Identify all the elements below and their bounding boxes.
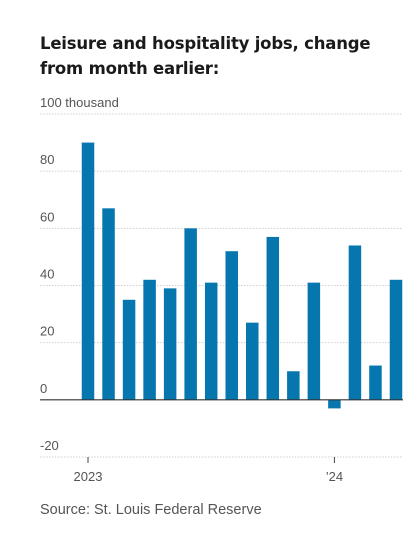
bar-apr-2024 bbox=[389, 279, 403, 400]
bar-jan-2024 bbox=[328, 399, 341, 409]
x-tick-label: 2023 bbox=[74, 469, 103, 484]
bar-sep-2023 bbox=[246, 322, 259, 400]
source-note: Source: St. Louis Federal Reserve bbox=[40, 502, 262, 518]
bar-may-2023 bbox=[163, 288, 177, 400]
bar-nov-2023 bbox=[287, 371, 300, 400]
bar-jun-2023 bbox=[184, 228, 197, 400]
y-tick-label: -20 bbox=[40, 438, 59, 453]
bar-jan-2023 bbox=[81, 142, 95, 400]
y-tick-label: 80 bbox=[40, 152, 54, 167]
y-axis-labels: -20 0 20 40 60 80 100 thousand bbox=[40, 95, 119, 453]
bar-feb-2024 bbox=[348, 245, 362, 400]
bar-mar-2024 bbox=[369, 365, 382, 400]
bar-apr-2023 bbox=[143, 279, 156, 400]
bar-oct-2023 bbox=[266, 236, 280, 400]
bar-mar-2023 bbox=[122, 299, 136, 400]
x-axis: 2023 ’24 bbox=[74, 457, 343, 484]
x-tick-label: ’24 bbox=[326, 469, 343, 484]
gridlines bbox=[40, 113, 403, 458]
chart-title: Leisure and hospitality jobs, change fro… bbox=[40, 34, 371, 78]
bar-aug-2023 bbox=[225, 251, 238, 400]
y-tick-label: 20 bbox=[40, 324, 54, 339]
y-tick-label: 40 bbox=[40, 267, 54, 282]
y-tick-label: 100 thousand bbox=[40, 95, 119, 110]
y-tick-label: 0 bbox=[40, 381, 47, 396]
bars bbox=[81, 142, 403, 409]
y-tick-label: 60 bbox=[40, 209, 54, 224]
bar-jul-2023 bbox=[204, 282, 218, 400]
bar-dec-2023 bbox=[307, 282, 321, 400]
bar-feb-2023 bbox=[102, 208, 115, 400]
